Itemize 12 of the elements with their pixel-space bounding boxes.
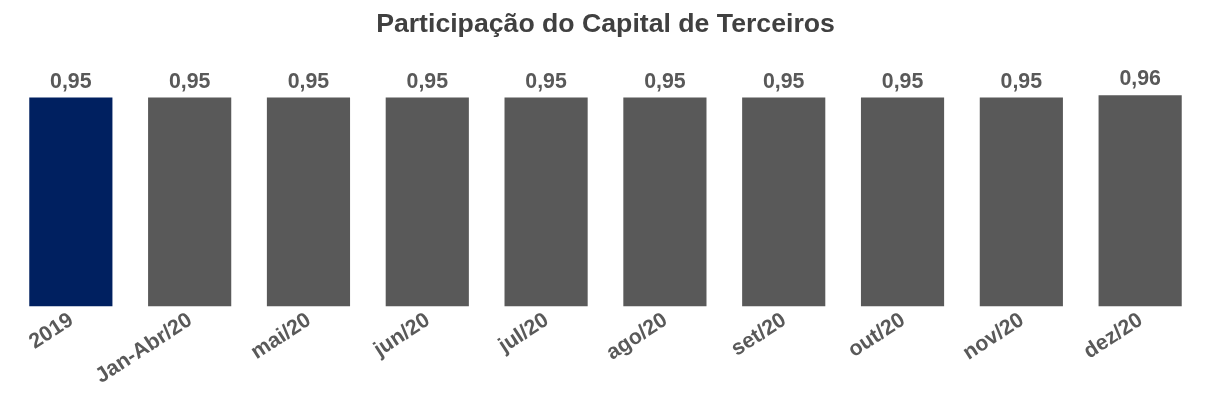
data-label: 0,95 <box>525 68 567 93</box>
data-label: 0,96 <box>1119 66 1162 91</box>
data-label: 0,95 <box>1000 68 1043 93</box>
data-label: 0,95 <box>168 68 211 93</box>
data-label: 0,95 <box>644 68 686 93</box>
data-label: 0,95 <box>881 68 924 93</box>
chart-title: Participação do Capital de Terceiros <box>376 7 835 38</box>
data-label: 0,95 <box>406 68 449 93</box>
data-label: 0,95 <box>50 68 92 93</box>
data-label: 0,95 <box>287 68 330 93</box>
x-tick-label: 2019 <box>24 307 78 354</box>
data-label: 0,95 <box>762 68 805 93</box>
